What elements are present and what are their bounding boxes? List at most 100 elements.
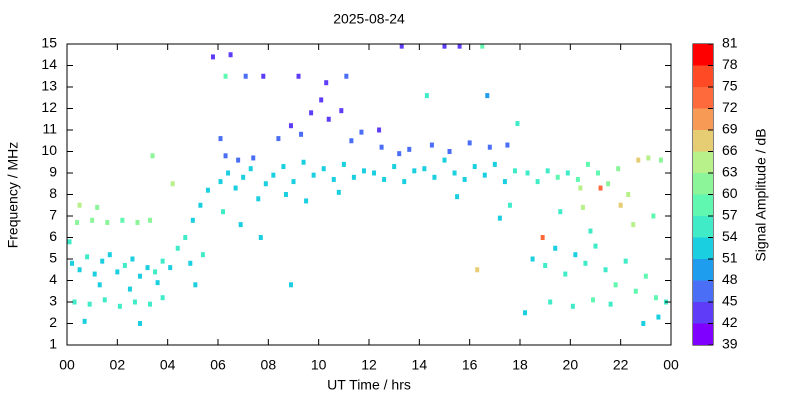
data-point	[548, 299, 553, 305]
data-point	[137, 321, 142, 326]
x-tick-label: 04	[160, 357, 176, 373]
data-point	[218, 179, 223, 185]
data-point	[311, 172, 316, 178]
data-point	[228, 52, 233, 58]
data-point	[593, 243, 598, 249]
data-point	[137, 273, 142, 279]
data-point	[283, 192, 288, 197]
data-point	[558, 209, 563, 215]
colorbar-tick-label: 66	[722, 142, 738, 158]
data-point	[135, 219, 140, 225]
data-point	[631, 222, 636, 228]
data-point	[424, 93, 429, 99]
x-tick-label: 12	[361, 357, 377, 373]
data-point	[608, 301, 613, 307]
data-point	[555, 174, 560, 180]
data-point	[475, 267, 480, 273]
y-tick-label: 1	[49, 336, 57, 352]
plot-marks	[67, 43, 668, 326]
data-point	[223, 153, 228, 159]
y-tick-label: 3	[49, 293, 57, 309]
data-point	[633, 288, 638, 294]
data-point	[251, 155, 256, 161]
data-point	[563, 271, 568, 277]
data-point	[575, 176, 580, 182]
data-point	[90, 217, 95, 223]
colorbar-band	[693, 280, 713, 302]
data-point	[507, 202, 512, 208]
data-point	[309, 110, 314, 116]
data-point	[223, 73, 228, 79]
data-point	[100, 258, 105, 264]
data-point	[442, 43, 447, 49]
colorbar-label: Signal Amplitude / dB	[753, 128, 769, 261]
data-point	[120, 217, 125, 223]
data-point	[379, 144, 384, 150]
data-point	[233, 185, 238, 191]
data-point	[399, 43, 404, 49]
colorbar-tick-label: 81	[722, 35, 738, 51]
data-point	[543, 262, 548, 268]
data-point	[200, 252, 205, 258]
y-tick-label: 2	[49, 314, 57, 330]
data-point	[482, 172, 487, 178]
data-point	[392, 164, 397, 170]
x-tick-label: 10	[311, 357, 327, 373]
data-point	[248, 166, 253, 172]
data-point	[326, 116, 331, 122]
data-point	[331, 176, 336, 182]
data-point	[570, 303, 575, 309]
data-point	[92, 271, 97, 277]
data-point	[540, 235, 545, 240]
data-point	[492, 161, 497, 167]
data-point	[77, 202, 82, 208]
data-point	[452, 170, 457, 176]
data-point	[205, 187, 210, 193]
data-point	[485, 93, 490, 99]
data-point	[160, 295, 165, 301]
x-tick-label: 14	[412, 357, 428, 373]
data-point	[462, 176, 467, 182]
data-point	[588, 228, 593, 234]
data-point	[606, 181, 611, 187]
data-point	[402, 179, 407, 185]
data-point	[70, 260, 75, 266]
data-point	[72, 299, 77, 305]
y-axis-label: Frequency / MHz	[5, 142, 21, 249]
data-point	[351, 174, 356, 180]
data-point	[623, 258, 628, 264]
data-point	[218, 136, 223, 142]
data-point	[457, 43, 462, 49]
data-point	[276, 136, 281, 142]
data-point	[530, 256, 535, 262]
y-tick-label: 6	[49, 228, 57, 244]
data-point	[618, 202, 623, 208]
data-point	[455, 194, 460, 200]
data-point	[155, 280, 160, 286]
data-point	[198, 202, 203, 208]
data-point	[512, 168, 517, 174]
data-point	[67, 239, 72, 245]
data-point	[226, 170, 231, 176]
data-point	[397, 151, 402, 157]
colorbar-tick-label: 39	[722, 336, 738, 352]
data-point	[87, 301, 92, 307]
data-point	[148, 301, 153, 307]
data-point	[127, 286, 132, 292]
y-tick-label: 8	[49, 185, 57, 201]
data-point	[324, 80, 329, 86]
data-point	[553, 245, 558, 251]
data-point	[573, 252, 578, 258]
data-point	[97, 282, 102, 288]
data-point	[291, 179, 296, 185]
y-tick-label: 4	[49, 271, 57, 287]
data-point	[580, 204, 585, 210]
data-point	[646, 155, 651, 161]
data-point	[616, 166, 621, 172]
data-point	[102, 297, 107, 303]
colorbar-tick-label: 60	[722, 185, 738, 201]
data-point	[85, 254, 90, 260]
colorbar-tick-label: 57	[722, 207, 738, 223]
x-tick-label: 16	[462, 357, 478, 373]
